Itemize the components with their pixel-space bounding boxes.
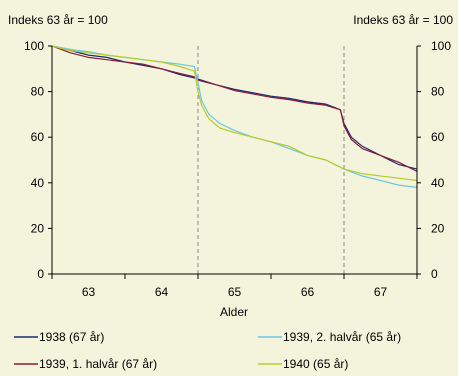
y-tick-label-right: 100 (431, 39, 451, 53)
y-tick-label-left: 0 (37, 267, 44, 281)
series-line-1 (51, 45, 418, 170)
x-tick-label: 64 (155, 285, 169, 299)
y-ticks-left: 0 20 40 60 80 100 (24, 39, 52, 281)
period-dividers (197, 46, 345, 274)
legend-item: 1938 (67 år) (14, 330, 104, 344)
y-tick-label-right: 20 (431, 221, 445, 235)
series-line-4 (51, 45, 418, 182)
series-line-3 (51, 45, 418, 188)
legend-label: 1939, 2. halvår (65 år) (283, 330, 401, 344)
y-tick-label-left: 60 (31, 130, 45, 144)
x-tick-label: 67 (374, 285, 388, 299)
legend-label: 1939, 1. halvår (67 år) (39, 357, 157, 371)
legend-item: 1939, 1. halvår (67 år) (14, 357, 157, 371)
series-line-2 (51, 45, 418, 172)
y-tick-label-left: 100 (24, 39, 44, 53)
y-tick-label-left: 40 (31, 176, 45, 190)
x-ticks: 63 64 65 66 67 (51, 274, 418, 299)
axes (51, 46, 418, 275)
y-tick-label-left: 80 (31, 85, 45, 99)
left-axis-title: Indeks 63 år = 100 (8, 13, 108, 27)
x-axis-label: Alder (220, 305, 248, 319)
y-tick-label-right: 60 (431, 130, 445, 144)
legend-label: 1940 (65 år) (283, 357, 348, 371)
y-tick-label-left: 20 (31, 221, 45, 235)
x-tick-label: 65 (228, 285, 242, 299)
legend-item: 1940 (65 år) (258, 357, 348, 371)
x-tick-label: 63 (82, 285, 96, 299)
legend-label: 1938 (67 år) (39, 330, 104, 344)
y-tick-label-right: 0 (431, 267, 438, 281)
y-tick-label-right: 80 (431, 85, 445, 99)
y-tick-label-right: 40 (431, 176, 445, 190)
x-tick-label: 66 (301, 285, 315, 299)
y-ticks-right: 0 20 40 60 80 100 (417, 39, 451, 281)
legend-item: 1939, 2. halvår (65 år) (258, 330, 401, 344)
series-lines (51, 45, 418, 188)
legend: 1938 (67 år) 1939, 1. halvår (67 år) 1939,… (14, 330, 401, 371)
right-axis-title: Indeks 63 år = 100 (353, 13, 453, 27)
